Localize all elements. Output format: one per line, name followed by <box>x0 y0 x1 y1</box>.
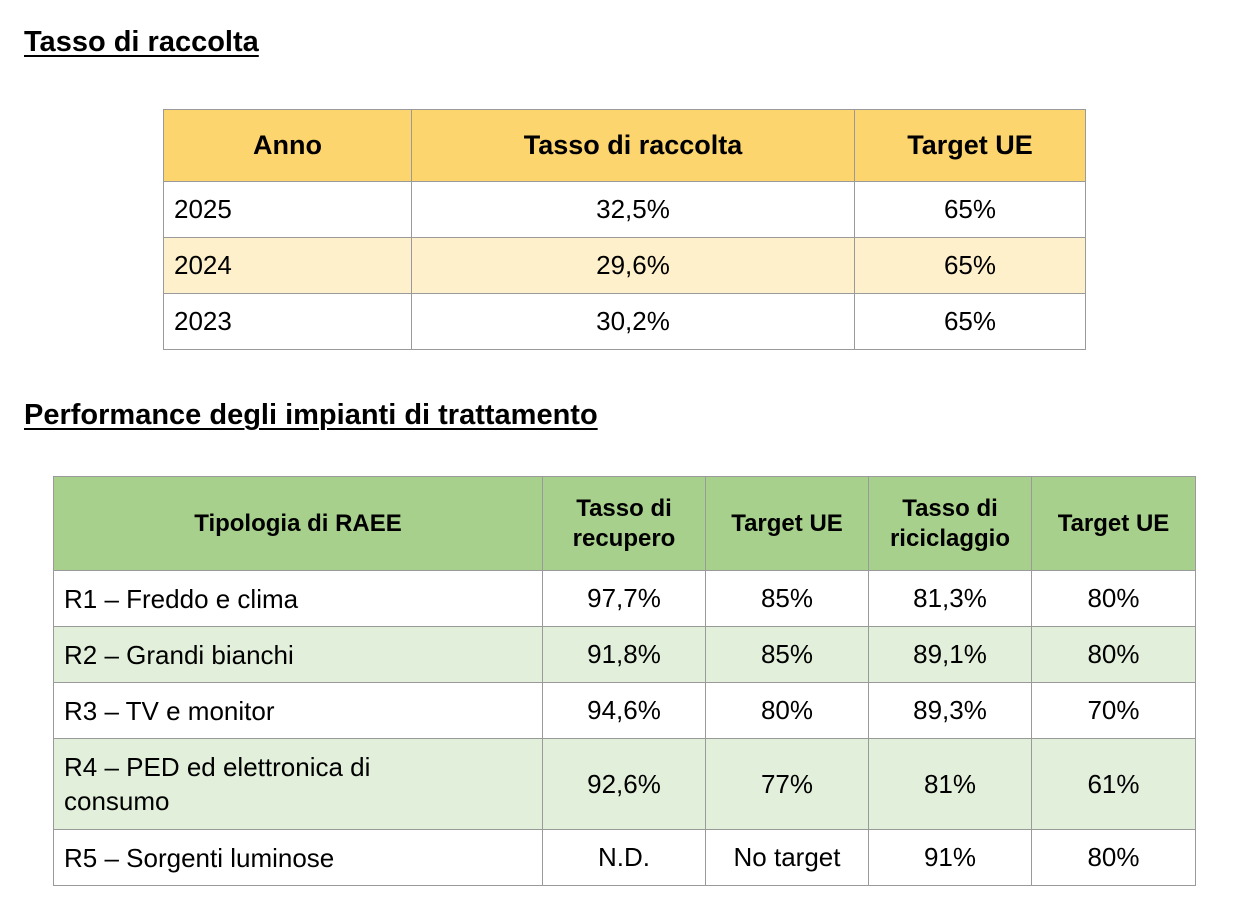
column-header: Anno <box>163 109 412 182</box>
table-cell: 61% <box>1031 738 1196 830</box>
column-header: Tasso di raccolta <box>411 109 855 182</box>
table-cell: 80% <box>705 682 869 739</box>
table-cell: 2024 <box>163 237 412 294</box>
table-cell: 81,3% <box>868 570 1032 627</box>
table-cell: 85% <box>705 570 869 627</box>
collection-rate-table: Anno Tasso di raccolta Target UE 2025 32… <box>163 109 1086 350</box>
column-header: Target UE <box>705 476 869 571</box>
table-cell: 94,6% <box>542 682 706 739</box>
section-title-performance-impianti: Performance degli impianti di trattament… <box>24 399 598 431</box>
table-cell: 89,3% <box>868 682 1032 739</box>
table-cell: 97,7% <box>542 570 706 627</box>
table-row: 2024 29,6% 65% <box>163 237 1086 294</box>
column-header: Target UE <box>1031 476 1196 571</box>
table-cell: 32,5% <box>411 181 855 238</box>
treatment-performance-table: Tipologia di RAEE Tasso di recupero Targe… <box>53 476 1196 886</box>
table-cell: R2 – Grandi bianchi <box>53 626 543 683</box>
table-row: R1 – Freddo e clima 97,7% 85% 81,3% 80% <box>53 570 1196 627</box>
table-row: R2 – Grandi bianchi 91,8% 85% 89,1% 80% <box>53 626 1196 683</box>
table-cell: 77% <box>705 738 869 830</box>
table-cell: 91% <box>868 829 1032 886</box>
table-cell: 29,6% <box>411 237 855 294</box>
table-cell: 70% <box>1031 682 1196 739</box>
table-row: R4 – PED ed elettronica di consumo 92,6% … <box>53 738 1196 830</box>
table-cell: 65% <box>854 237 1086 294</box>
table-cell: 2025 <box>163 181 412 238</box>
table-cell: 65% <box>854 181 1086 238</box>
table-row: 2023 30,2% 65% <box>163 293 1086 350</box>
column-header: Tasso di riciclaggio <box>868 476 1032 571</box>
table-cell: 2023 <box>163 293 412 350</box>
column-header: Tasso di recupero <box>542 476 706 571</box>
table-cell: 81% <box>868 738 1032 830</box>
table-cell: 89,1% <box>868 626 1032 683</box>
column-header: Target UE <box>854 109 1086 182</box>
table-cell: 91,8% <box>542 626 706 683</box>
table-cell: 30,2% <box>411 293 855 350</box>
table-cell: 92,6% <box>542 738 706 830</box>
table-row: R5 – Sorgenti luminose N.D. No target 91… <box>53 829 1196 886</box>
table-cell: R1 – Freddo e clima <box>53 570 543 627</box>
table-cell: 85% <box>705 626 869 683</box>
table-row: 2025 32,5% 65% <box>163 181 1086 238</box>
table-row: R3 – TV e monitor 94,6% 80% 89,3% 70% <box>53 682 1196 739</box>
table-header-row: Tipologia di RAEE Tasso di recupero Targe… <box>53 476 1196 571</box>
section-title-tasso-di-raccolta: Tasso di raccolta <box>24 26 259 58</box>
table-cell: R4 – PED ed elettronica di consumo <box>53 738 543 830</box>
table-cell: N.D. <box>542 829 706 886</box>
column-header: Tipologia di RAEE <box>53 476 543 571</box>
table-cell: R3 – TV e monitor <box>53 682 543 739</box>
table-cell: No target <box>705 829 869 886</box>
table-cell: 80% <box>1031 570 1196 627</box>
table-cell: R5 – Sorgenti luminose <box>53 829 543 886</box>
table-cell: 80% <box>1031 829 1196 886</box>
table-cell: 80% <box>1031 626 1196 683</box>
table-header-row: Anno Tasso di raccolta Target UE <box>163 109 1086 182</box>
table-cell: 65% <box>854 293 1086 350</box>
